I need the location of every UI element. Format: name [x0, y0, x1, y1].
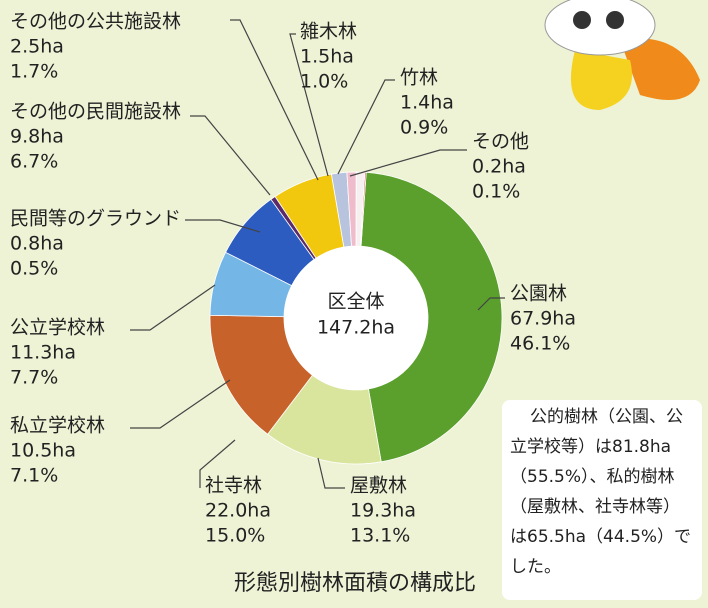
- center-total: 147.2ha: [317, 317, 395, 339]
- value-label: 1.5ha: [300, 46, 354, 68]
- note-line: （55.5%）、私的樹林: [510, 467, 675, 487]
- note-line: した。: [510, 557, 561, 577]
- leader-line: [317, 457, 345, 489]
- value-label: 19.3ha: [350, 500, 416, 522]
- percent-label: 7.7%: [10, 367, 58, 389]
- segment-label: 民間等のグラウンド: [10, 208, 181, 230]
- percent-label: 0.5%: [10, 258, 58, 280]
- leader-line: [337, 79, 395, 175]
- value-label: 2.5ha: [10, 36, 64, 58]
- leader-line: [349, 149, 467, 177]
- percent-label: 46.1%: [510, 333, 570, 355]
- value-label: 11.3ha: [10, 342, 76, 364]
- leader-line: [130, 379, 231, 429]
- leader-line: [185, 219, 261, 233]
- segment-label: その他の民間施設林: [10, 101, 181, 123]
- value-label: 9.8ha: [10, 126, 64, 148]
- value-label: 0.2ha: [472, 156, 526, 178]
- segment-label: 公立学校林: [10, 317, 105, 339]
- leader-line: [477, 297, 505, 311]
- segment-label: 社寺林: [205, 475, 262, 497]
- percent-label: 0.9%: [400, 117, 448, 139]
- leader-line: [199, 439, 236, 488]
- donut-hole: [284, 246, 428, 390]
- value-label: 22.0ha: [205, 500, 271, 522]
- segment-label: その他の公共施設林: [10, 11, 181, 33]
- note-line: 立学校等）は81.8ha: [510, 437, 671, 457]
- leader-line: [289, 33, 329, 177]
- value-label: 0.8ha: [10, 233, 64, 255]
- segment-label: 雑木林: [300, 21, 357, 43]
- percent-label: 6.7%: [10, 151, 58, 173]
- segment-label: 屋敷林: [350, 475, 407, 497]
- value-label: 1.4ha: [400, 92, 454, 114]
- percent-label: 1.7%: [10, 61, 58, 83]
- percent-label: 1.0%: [300, 71, 348, 93]
- segment-label: 竹林: [400, 67, 438, 89]
- segment-label: 公園林: [510, 283, 567, 305]
- leader-line: [230, 19, 319, 181]
- segment-label: 私立学校林: [10, 415, 105, 437]
- note-line: 公的樹林（公園、公: [530, 407, 683, 427]
- note-background: [502, 400, 702, 600]
- value-label: 10.5ha: [10, 440, 76, 462]
- leader-line: [130, 284, 216, 331]
- value-label: 67.9ha: [510, 308, 576, 330]
- percent-label: 7.1%: [10, 465, 58, 487]
- note-line: （屋敷林、社寺林等）: [510, 497, 680, 517]
- donut-segment: [359, 171, 367, 247]
- percent-label: 0.1%: [472, 181, 520, 203]
- note-box: [502, 400, 702, 600]
- note-line: は65.5ha（44.5%）で: [510, 527, 691, 547]
- percent-label: 13.1%: [350, 525, 410, 547]
- segment-label: その他: [472, 131, 529, 153]
- percent-label: 15.0%: [205, 525, 265, 547]
- mascot: [544, 0, 700, 110]
- center-label: 区全体: [327, 291, 384, 313]
- chart-title: 形態別樹林面積の構成比: [234, 571, 476, 596]
- leader-line: [190, 115, 271, 196]
